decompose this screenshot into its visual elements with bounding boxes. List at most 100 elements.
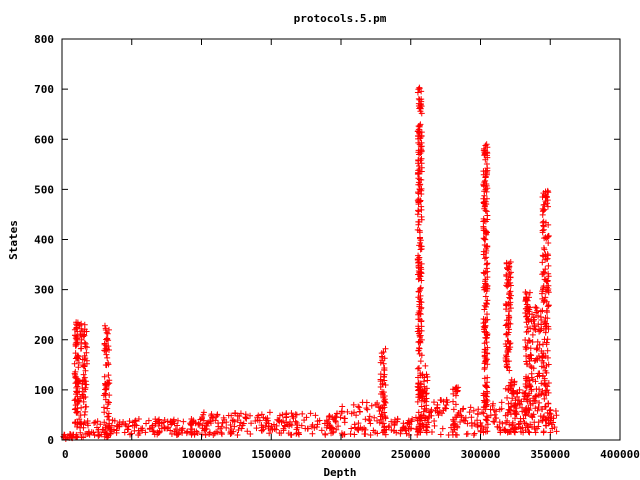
data-point <box>255 412 262 419</box>
data-point <box>388 427 395 434</box>
data-point <box>217 425 224 432</box>
data-point <box>154 431 161 438</box>
data-point <box>406 421 413 428</box>
data-point <box>545 380 552 387</box>
data-point <box>535 392 542 399</box>
data-point <box>480 410 487 417</box>
data-point <box>417 273 424 280</box>
data-point <box>172 426 179 433</box>
data-point <box>146 426 153 433</box>
data-point <box>174 417 181 424</box>
data-point <box>474 417 481 424</box>
data-point <box>355 425 362 432</box>
data-point <box>351 431 358 438</box>
data-point <box>506 260 513 267</box>
data-point <box>536 399 543 406</box>
data-point <box>73 321 80 328</box>
data-point <box>548 413 555 420</box>
data-point <box>503 331 510 338</box>
data-point <box>258 422 265 429</box>
data-point <box>231 423 238 430</box>
data-point <box>414 211 421 218</box>
data-point <box>545 221 552 228</box>
data-point <box>450 398 457 405</box>
data-point <box>80 398 87 405</box>
data-point <box>450 390 457 397</box>
data-point <box>481 217 488 224</box>
data-point <box>162 425 169 432</box>
data-point <box>103 336 110 343</box>
data-point <box>416 303 423 310</box>
data-point <box>284 421 291 428</box>
data-point <box>242 414 249 421</box>
data-point <box>72 350 79 357</box>
data-point <box>533 346 540 353</box>
data-point <box>170 418 177 425</box>
data-point <box>489 402 496 409</box>
data-point <box>335 423 342 430</box>
data-point <box>542 234 549 241</box>
data-point <box>382 431 389 438</box>
data-point <box>419 388 426 395</box>
data-point <box>102 396 109 403</box>
data-point <box>526 429 533 436</box>
data-point <box>441 405 448 412</box>
data-point <box>379 380 386 387</box>
data-point <box>415 339 422 346</box>
data-point <box>167 427 174 434</box>
data-point <box>341 415 348 422</box>
data-point <box>482 142 489 149</box>
data-point <box>523 344 530 351</box>
data-point <box>532 429 539 436</box>
data-point <box>528 355 535 362</box>
data-point <box>155 430 162 437</box>
data-point <box>72 433 79 440</box>
data-point <box>523 290 530 297</box>
data-point <box>377 371 384 378</box>
data-point <box>536 370 543 377</box>
data-point <box>532 405 539 412</box>
data-point <box>416 287 423 294</box>
data-point <box>83 344 90 351</box>
y-tick-label: 100 <box>34 384 54 397</box>
data-point <box>234 431 241 438</box>
data-point <box>125 426 132 433</box>
y-tick-label: 800 <box>34 33 54 46</box>
data-point <box>483 182 490 189</box>
data-point <box>506 308 513 315</box>
x-tick-label: 50000 <box>115 448 148 461</box>
data-point <box>416 415 423 422</box>
data-point <box>541 413 548 420</box>
data-point <box>77 412 84 419</box>
data-point <box>504 337 511 344</box>
data-point <box>81 352 88 359</box>
data-point <box>98 431 105 438</box>
data-point <box>417 104 424 111</box>
data-point <box>416 254 423 261</box>
x-axis-ticks: 0 50000 100000 150000 200000 250000 300000 3500… <box>61 39 640 461</box>
data-point <box>484 421 491 428</box>
data-point <box>503 271 510 278</box>
data-point <box>133 422 140 429</box>
data-point <box>81 339 88 346</box>
data-point <box>333 410 340 417</box>
data-point <box>326 413 333 420</box>
data-point <box>328 430 335 437</box>
data-point <box>493 408 500 415</box>
data-point <box>526 397 533 404</box>
data-point <box>75 364 82 371</box>
data-point <box>526 382 533 389</box>
data-point <box>482 355 489 362</box>
data-point <box>507 274 514 281</box>
data-point <box>494 423 501 430</box>
data-point <box>168 431 175 438</box>
y-tick-label: 400 <box>34 234 54 247</box>
data-point <box>75 398 82 405</box>
data-point <box>72 405 79 412</box>
y-tick-label: 200 <box>34 334 54 347</box>
data-point <box>532 326 539 333</box>
data-point <box>74 393 81 400</box>
data-point <box>73 409 80 416</box>
data-point <box>459 406 466 413</box>
